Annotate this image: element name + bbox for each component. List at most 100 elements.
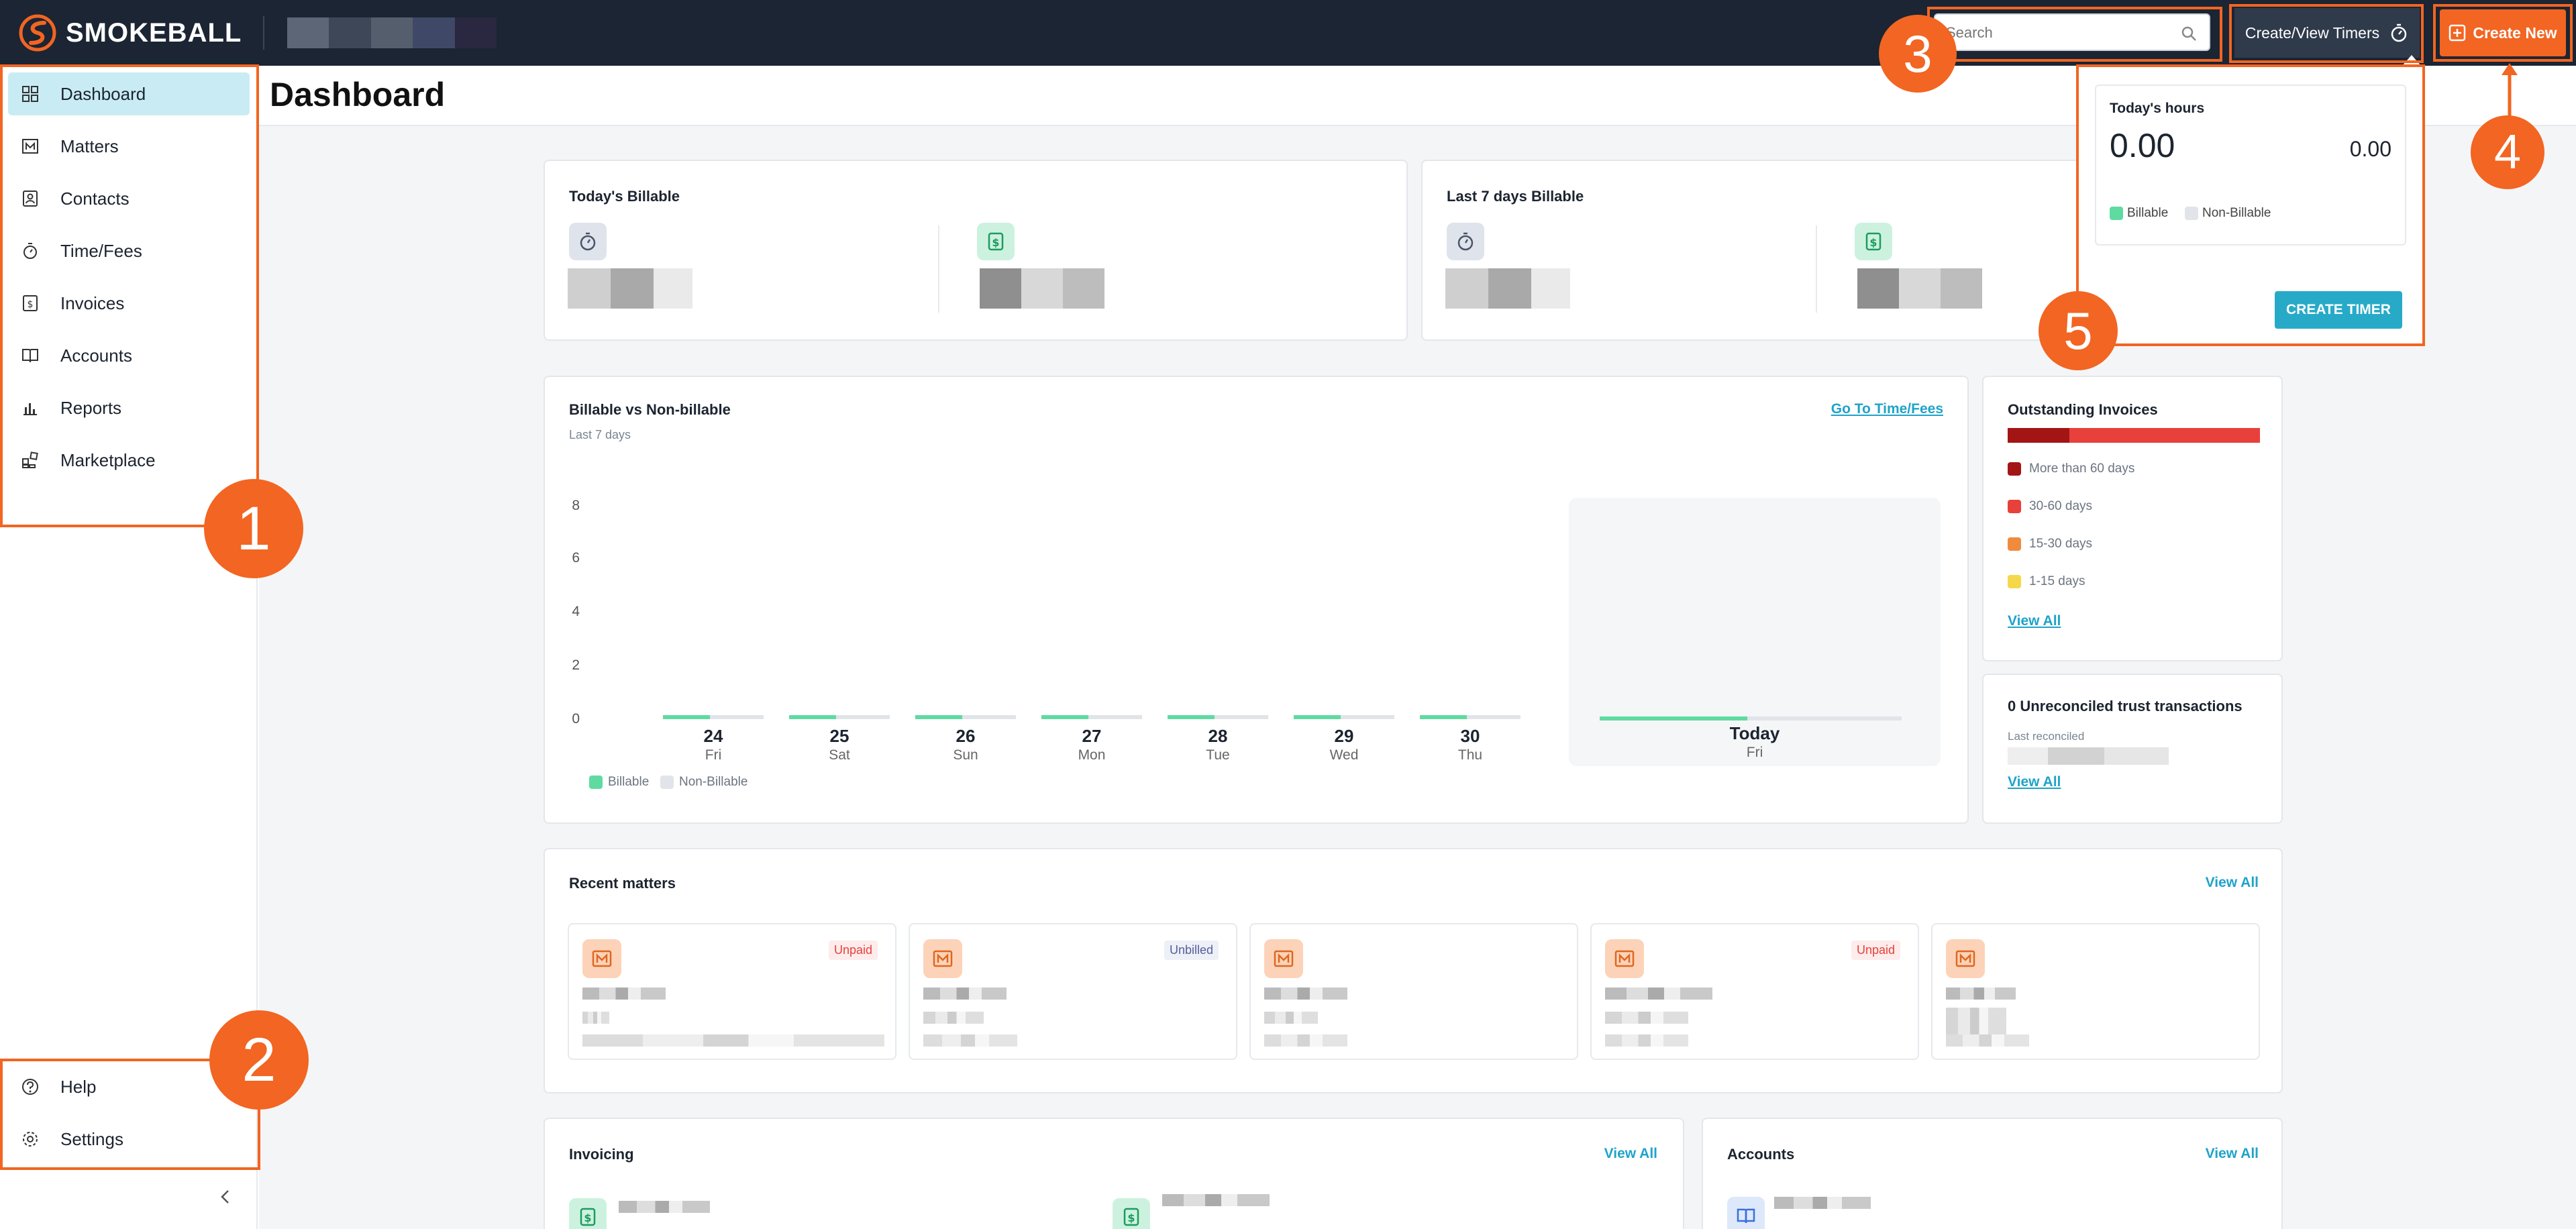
matter-card[interactable]: Unbilled [909,923,1237,1060]
money-badge: $ [1113,1198,1150,1229]
aging-legend-item: 1-15 days [2008,574,2085,589]
sidebar-item-label: Marketplace [60,449,156,470]
x-tick-day-number: 25 [829,726,849,746]
x-tick-day-name: Wed [1329,747,1359,763]
redacted-text [1264,1034,1347,1047]
bar-group-25 [789,715,890,719]
redacted-text [582,1012,609,1024]
sidebar-item-settings[interactable]: Settings [8,1118,250,1161]
create-timer-button[interactable]: CREATE TIMER [2275,291,2402,329]
bar-group-24 [663,715,764,719]
sidebar-item-contacts[interactable]: Contacts [8,177,250,220]
trust-view-all-link[interactable]: View All [2008,774,2061,790]
legend-label: Non-Billable [2202,206,2271,220]
x-tick-day-name: Fri [705,747,722,763]
sidebar-item-time-fees[interactable]: Time/Fees [8,229,250,272]
matter-card[interactable] [1249,923,1578,1060]
today-panel: Today Fri [1569,498,1941,766]
sidebar-item-help[interactable]: Help [8,1065,250,1108]
sidebar-item-invoices[interactable]: $ Invoices [8,282,250,325]
callout-box-timers [2229,4,2424,63]
invoicing-view-all-link[interactable]: View All [1604,1146,1657,1161]
outstanding-view-all-link[interactable]: View All [2008,613,2061,629]
svg-text:$: $ [1869,236,1877,249]
callout-number: 2 [209,1010,309,1110]
create-new-label: Create New [2473,23,2557,42]
sidebar [0,66,258,1229]
bar-non-billable [1467,715,1521,719]
redacted-text [1605,1012,1688,1024]
bar-group-29 [1294,715,1394,719]
matter-card[interactable]: Unpaid [568,923,896,1060]
x-tick-day-number: 28 [1208,726,1228,746]
accounts-view-all-link[interactable]: View All [2205,1146,2259,1161]
matter-icon [592,950,612,967]
bar-billable [1041,715,1088,719]
matter-badge [1946,939,1985,978]
matter-badge [1264,939,1303,978]
help-icon [22,1079,38,1095]
redacted-text [1264,987,1347,1000]
accounts-card: Accounts View All [1702,1118,2283,1229]
divider [938,225,939,313]
redacted-value [1445,268,1570,309]
invoicing-card: Invoicing View All $ $ [544,1118,1684,1229]
matter-card[interactable]: Unpaid [1590,923,1919,1060]
x-tick-day-name: Tue [1206,747,1230,763]
go-to-time-fees-link[interactable]: Go To Time/Fees [1831,401,1943,417]
divider [1816,225,1817,313]
outstanding-invoices-card: Outstanding Invoices [1982,376,2283,661]
search-icon[interactable] [2179,24,2198,43]
x-tick-day-name: Thu [1457,747,1483,763]
sidebar-item-reports[interactable]: Reports [8,386,250,429]
legend-swatch-non-billable [2185,207,2198,220]
sidebar-item-dashboard[interactable]: Dashboard [8,72,250,115]
sidebar-item-label: Help [60,1076,97,1097]
bar-non-billable [962,715,1016,719]
status-badge: Unbilled [1164,941,1219,960]
callout-box-3 [1927,7,2222,62]
svg-text:$: $ [992,236,999,249]
create-view-timers-button[interactable]: Create/View Timers [2234,8,2420,58]
clock-badge [569,223,607,260]
aging-legend-item: 30-60 days [2008,499,2092,514]
x-tick-day-name: Sat [829,747,850,763]
bar-billable [915,715,962,719]
card-title: Recent matters [569,875,676,892]
sidebar-item-marketplace[interactable]: Marketplace [8,439,250,482]
sidebar-item-accounts[interactable]: Accounts [8,334,250,377]
bar-billable [1420,715,1467,719]
legend-swatch-billable [589,776,603,789]
matter-icon [1955,950,1975,967]
money-badge: $ [569,1198,607,1229]
callout-box-2 [0,1059,260,1170]
redacted-value [2008,747,2169,765]
sidebar-item-matters[interactable]: Matters [8,125,250,168]
redacted-value [568,268,692,309]
matter-badge [923,939,962,978]
collapse-sidebar-icon[interactable] [216,1187,235,1206]
billable-vs-nonbillable-card: Billable vs Non-billable Last 7 days Go … [544,376,1969,824]
svg-text:$: $ [28,299,34,310]
marketplace-icon [22,451,38,468]
matter-icon [1614,950,1635,967]
contacts-icon [23,191,38,207]
today-day-name: Fri [1746,745,1763,760]
dashboard-icon [22,86,38,102]
recent-matters-view-all-link[interactable]: View All [2205,875,2259,890]
account-switcher[interactable] [287,17,497,48]
legend-label: Non-Billable [679,775,748,789]
create-new-button[interactable]: Create New [2440,9,2566,56]
x-tick-day-number: 24 [703,726,723,746]
matter-card[interactable] [1931,923,2260,1060]
matters-icon [22,139,38,154]
callout-number: 1 [204,479,303,578]
svg-text:$: $ [1127,1212,1135,1224]
search-input[interactable] [1946,23,2161,43]
accounts-icon [1737,1208,1755,1224]
matter-badge [1605,939,1644,978]
dollar-icon: $ [1865,232,1882,251]
y-tick-label: 4 [572,604,580,619]
stopwatch-icon [1457,232,1474,251]
redacted-text [1162,1194,1270,1206]
